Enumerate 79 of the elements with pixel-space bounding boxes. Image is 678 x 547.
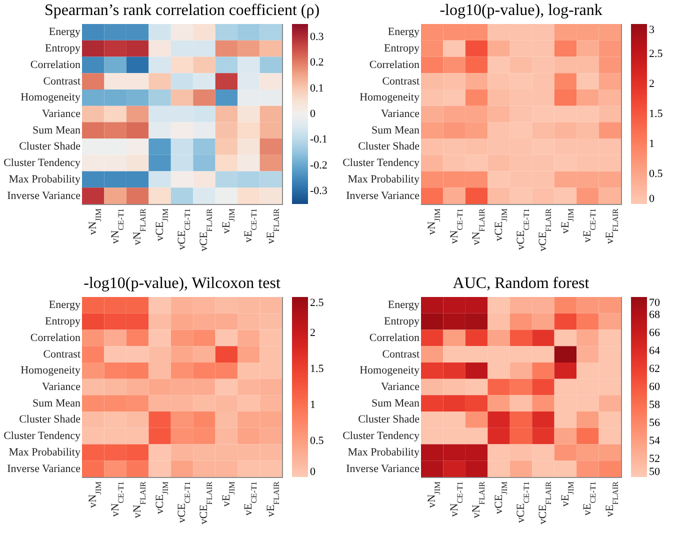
- color-bar-label: 54: [649, 435, 660, 447]
- color-bar-label: 50: [649, 466, 660, 478]
- color-bar-label: 1.5: [310, 363, 324, 375]
- color-bar-label: -0.1: [310, 134, 328, 146]
- y-tick-label: Sum Mean: [32, 124, 81, 136]
- y-tick-label: Sum Mean: [372, 124, 420, 136]
- color-bar-label: 1: [649, 138, 654, 150]
- y-tick-label: Inverse Variance: [7, 462, 81, 475]
- y-tick-label: Cluster Shade: [19, 414, 81, 426]
- y-tick-label: Cluster Shade: [358, 140, 420, 153]
- y-tick-label: Contrast: [43, 75, 80, 88]
- y-tick-label: Cluster Tendency: [342, 157, 420, 170]
- chart-title: -log10(p-value), Wilcoxon test: [84, 275, 281, 292]
- color-bar-label: 2: [310, 327, 316, 339]
- color-bar-label: 2.5: [649, 48, 664, 60]
- color-bar-label: 2: [649, 78, 654, 90]
- y-tick-label: Energy: [388, 26, 420, 38]
- color-bar-label: 60: [649, 381, 660, 393]
- y-tick-label: Cluster Tendency: [342, 430, 420, 442]
- y-tick-label: Variance: [42, 108, 81, 120]
- y-tick-label: Contrast: [43, 348, 80, 360]
- y-tick-label: Correlation: [369, 58, 420, 71]
- color-bar-label: 0.1: [310, 82, 324, 94]
- y-tick-label: Entropy: [45, 42, 81, 55]
- y-tick-label: Max Probability: [348, 173, 420, 186]
- y-tick-label: Energy: [48, 299, 81, 312]
- chart-title: -log10(p-value), log-rank: [440, 2, 602, 19]
- color-bar-label: -0.3: [310, 185, 328, 198]
- color-bar-label: 2.5: [310, 297, 324, 309]
- color-bar-label: -0.2: [310, 159, 328, 172]
- y-tick-label: Energy: [388, 299, 420, 312]
- y-tick-label: Correlation: [369, 332, 420, 344]
- y-tick-label: Contrast: [382, 348, 420, 360]
- y-tick-label: Inverse Variance: [346, 190, 420, 202]
- color-bar-label: 0: [310, 108, 316, 120]
- color-bar-label: 0.2: [310, 56, 324, 69]
- color-bar-label: 1.5: [649, 108, 664, 120]
- y-tick-label: Homogeneity: [360, 92, 420, 104]
- y-tick-label: Entropy: [45, 316, 81, 328]
- y-tick-label: Max Probability: [8, 173, 81, 186]
- color-bar-label: 3: [649, 24, 655, 36]
- y-tick-label: Max Probability: [8, 446, 81, 458]
- color-bar-label: 0.5: [310, 435, 324, 447]
- y-tick-label: Variance: [381, 381, 420, 393]
- y-tick-label: Homogeneity: [360, 364, 420, 377]
- y-tick-label: Cluster Tendency: [4, 430, 81, 442]
- y-tick-label: Cluster Shade: [358, 414, 420, 426]
- chart-title: Spearman’s rank correlation coefficient (ρ): [44, 2, 320, 19]
- color-bar-label: 62: [649, 363, 660, 375]
- color-bar-label: 0: [649, 193, 655, 205]
- y-tick-label: Inverse Variance: [346, 462, 420, 475]
- color-bar-label: 64: [649, 345, 660, 357]
- y-tick-label: Inverse Variance: [7, 190, 81, 202]
- color-bar-label: 1: [310, 399, 316, 411]
- color-bar-label: 52: [649, 453, 660, 465]
- color-bar-label: 68: [649, 309, 660, 321]
- y-tick-label: Homogeneity: [20, 92, 81, 104]
- y-tick-label: Max Probability: [348, 446, 420, 458]
- y-tick-label: Cluster Tendency: [4, 157, 81, 170]
- color-bar-label: 0: [310, 466, 316, 478]
- y-tick-label: Variance: [381, 108, 420, 120]
- y-tick-label: Homogeneity: [20, 364, 81, 377]
- color-bar-label: 58: [649, 399, 660, 411]
- color-bar-label: 66: [649, 327, 660, 339]
- y-tick-label: Entropy: [384, 42, 420, 55]
- y-tick-label: Correlation: [30, 332, 81, 344]
- y-tick-label: Sum Mean: [32, 397, 81, 410]
- color-bar-label: 70: [649, 297, 660, 309]
- chart-title: AUC, Random forest: [452, 275, 590, 292]
- y-tick-label: Cluster Shade: [19, 140, 81, 153]
- y-tick-label: Variance: [42, 381, 81, 393]
- y-tick-label: Sum Mean: [372, 397, 420, 410]
- y-tick-label: Energy: [48, 26, 81, 38]
- color-bar-label: 0.5: [649, 168, 664, 180]
- color-bar-label: 0.3: [310, 30, 324, 43]
- y-tick-label: Contrast: [382, 75, 420, 88]
- y-tick-label: Correlation: [30, 58, 81, 71]
- color-bar-label: 56: [649, 417, 660, 429]
- y-tick-label: Entropy: [384, 316, 420, 328]
